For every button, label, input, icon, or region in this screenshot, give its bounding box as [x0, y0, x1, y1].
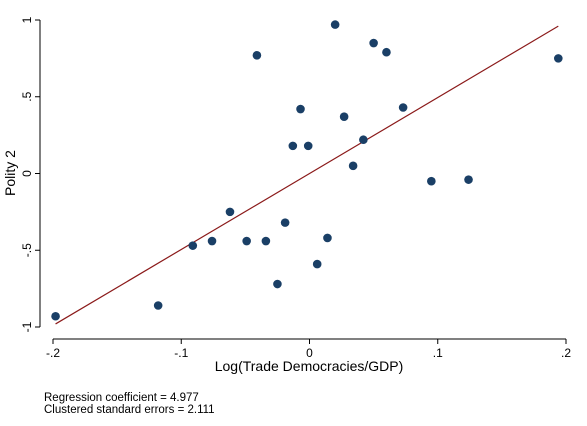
fit-line-group — [55, 25, 559, 325]
clustered-se-note: Clustered standard errors = 2.111 — [44, 404, 215, 416]
x-tick-label: 0 — [306, 346, 313, 360]
scatter-point — [398, 103, 408, 112]
scatter-point — [369, 38, 378, 48]
scatter-point — [339, 112, 349, 122]
scatter-point — [296, 104, 305, 114]
scatter-point — [280, 218, 290, 227]
scatter-point — [348, 161, 358, 171]
y-axis-title: Polity 2 — [2, 150, 18, 196]
scatter-point — [303, 141, 313, 151]
scatter-point — [554, 54, 563, 63]
scatter-point — [207, 236, 217, 246]
scatter-points — [51, 20, 563, 321]
scatter-point — [323, 233, 332, 243]
scatter-point — [464, 175, 473, 184]
y-axis: -1 -.5 0 .5 1 — [20, 16, 41, 332]
x-tick-label: -.2 — [46, 346, 60, 360]
scatter-point — [153, 301, 163, 310]
y-tick-label: .5 — [20, 91, 34, 101]
scatter-point — [242, 236, 251, 246]
x-axis-title: Log(Trade Democracies/GDP) — [215, 358, 404, 374]
x-tick-label: .1 — [433, 346, 443, 360]
scatter-point — [273, 279, 282, 289]
x-tick-label: .2 — [561, 346, 571, 360]
x-axis: -.2 -.1 0 .1 .2 — [46, 338, 571, 360]
scatter-point — [288, 141, 298, 151]
scatter-point — [312, 259, 322, 269]
scatter-point — [382, 47, 391, 57]
x-tick-label: -.1 — [174, 346, 188, 360]
scatter-point — [225, 207, 235, 217]
scatter-point — [330, 20, 340, 29]
scatter-point — [51, 311, 60, 321]
scatter-point — [427, 176, 436, 186]
y-tick-label: 1 — [20, 16, 34, 23]
regression-coefficient-note: Regression coefficient = 4.977 — [44, 392, 199, 404]
scatter-point — [188, 241, 198, 250]
scatter-point — [261, 236, 271, 246]
scatter-point — [359, 135, 368, 145]
y-tick-label: 0 — [20, 170, 34, 177]
scatter-point — [252, 51, 262, 60]
y-tick-label: -.5 — [20, 243, 34, 257]
y-tick-label: -1 — [20, 321, 34, 332]
regression-fit-line — [55, 25, 559, 325]
